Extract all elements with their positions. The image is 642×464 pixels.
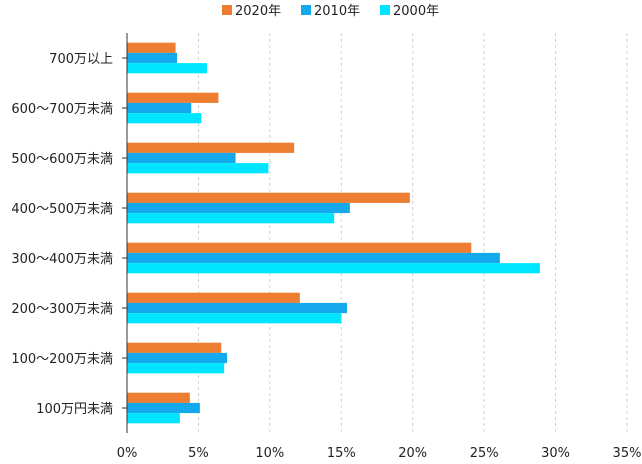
x-tick-label: 0% <box>117 446 138 460</box>
y-tick-label: 200〜300万未満 <box>11 302 113 317</box>
bar <box>127 163 269 174</box>
y-tick-label: 700万以上 <box>49 52 113 67</box>
x-tick-label: 35% <box>613 446 642 460</box>
bar <box>127 213 335 224</box>
x-tick-label: 30% <box>541 446 570 460</box>
bar <box>127 313 342 324</box>
y-tick-label: 300〜400万未満 <box>11 252 113 267</box>
legend-label: 2000年 <box>393 4 439 19</box>
x-tick-label: 25% <box>470 446 499 460</box>
legend-label: 2020年 <box>235 4 281 19</box>
bar <box>127 192 410 203</box>
bar <box>127 413 180 424</box>
x-tick-label: 5% <box>188 446 209 460</box>
bar <box>127 292 300 303</box>
bar <box>127 392 190 403</box>
x-tick-label: 20% <box>398 446 427 460</box>
bar <box>127 142 295 153</box>
axis-layer: 0% 5% 10% 15% 20% 25% 30% 35% 700万以上 600〜700万未満 50… <box>11 33 642 461</box>
bar <box>127 52 177 64</box>
bar <box>127 363 225 374</box>
bar <box>127 92 219 103</box>
x-tick-label: 10% <box>255 446 284 460</box>
bar <box>127 252 500 264</box>
bar <box>127 202 350 214</box>
y-tick-label: 600〜700万未満 <box>11 102 113 117</box>
x-tick-label: 15% <box>327 446 356 460</box>
legend: 2020年 2010年 2000年 <box>222 4 439 19</box>
bar <box>127 242 472 253</box>
y-tick-label: 100〜200万未満 <box>11 352 113 367</box>
bar <box>127 263 540 274</box>
bar-layer <box>127 42 540 424</box>
bar <box>127 102 192 114</box>
y-tick-label: 400〜500万未満 <box>11 202 113 217</box>
bar <box>127 113 202 124</box>
y-tick-label: 500〜600万未満 <box>11 152 113 167</box>
bar <box>127 352 227 364</box>
bar <box>127 42 176 53</box>
bar <box>127 402 200 414</box>
legend-label: 2010年 <box>314 4 360 19</box>
grid-layer <box>197 33 628 433</box>
legend-swatch <box>222 5 232 15</box>
bar <box>127 302 347 314</box>
legend-swatch <box>301 5 311 15</box>
y-tick-label: 100万円未満 <box>36 402 113 417</box>
legend-swatch <box>380 5 390 15</box>
bar <box>127 342 222 353</box>
bar <box>127 63 207 74</box>
bar <box>127 152 236 164</box>
